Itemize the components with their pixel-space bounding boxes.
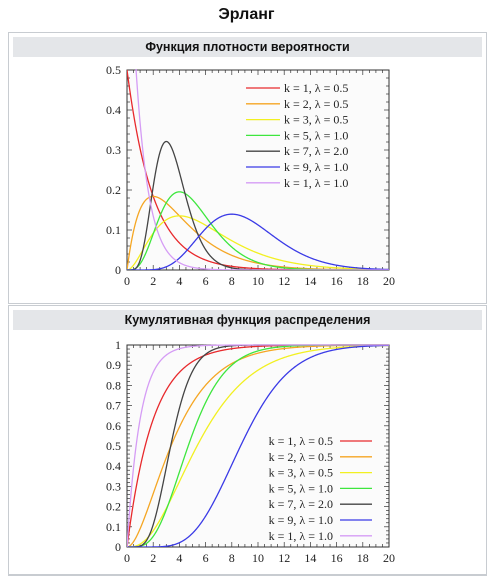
y-tick-label: 0.5	[106, 439, 121, 453]
series-line-5	[127, 344, 389, 547]
x-tick-label: 10	[252, 551, 264, 565]
legend-label-0: k = 1, λ = 0.5	[284, 81, 348, 95]
x-tick-label: 4	[176, 274, 182, 288]
x-tick-label: 8	[229, 274, 235, 288]
legend-label-6: k = 1, λ = 1.0	[284, 176, 348, 190]
x-tick-label: 0	[124, 551, 130, 565]
legend-label-2: k = 3, λ = 0.5	[284, 113, 348, 127]
x-tick-label: 10	[252, 274, 264, 288]
x-tick-label: 8	[229, 551, 235, 565]
legend-label-6: k = 1, λ = 1.0	[269, 529, 333, 543]
y-tick-label: 0.3	[106, 479, 121, 493]
legend-label-4: k = 7, λ = 2.0	[284, 144, 348, 158]
y-tick-label: 0	[115, 263, 121, 277]
legend-label-5: k = 9, λ = 1.0	[269, 513, 333, 527]
legend-label-4: k = 7, λ = 2.0	[269, 497, 333, 511]
x-tick-label: 18	[357, 551, 369, 565]
plot-area	[126, 344, 390, 548]
y-tick-label: 0.3	[106, 143, 121, 157]
y-tick-label: 0.8	[106, 378, 121, 392]
legend-label-1: k = 2, λ = 0.5	[284, 97, 348, 111]
y-tick-label: 0.1	[106, 520, 121, 534]
legend-label-5: k = 9, λ = 1.0	[284, 160, 348, 174]
y-tick-label: 0.2	[106, 183, 121, 197]
x-tick-label: 20	[383, 551, 395, 565]
series-line-6	[135, 69, 389, 270]
x-tick-label: 16	[331, 274, 343, 288]
series-line-2	[127, 215, 389, 270]
y-tick-label: 0.7	[106, 399, 121, 413]
divider	[8, 575, 487, 576]
x-tick-label: 14	[304, 551, 316, 565]
y-tick-label: 0.2	[106, 500, 121, 514]
y-tick-label: 0.4	[106, 459, 121, 473]
x-tick-label: 14	[304, 274, 316, 288]
y-tick-label: 0.1	[106, 223, 121, 237]
y-tick-label: 0.9	[106, 358, 121, 372]
y-tick-label: 0.4	[106, 103, 121, 117]
legend-label-3: k = 5, λ = 1.0	[269, 481, 333, 495]
y-tick-label: 0.6	[106, 419, 121, 433]
x-tick-label: 12	[278, 274, 290, 288]
page-title: Эрланг	[218, 6, 275, 23]
x-tick-label: 0	[124, 274, 130, 288]
cdf-chart-title: Кумулятивная функция распределения	[13, 310, 482, 330]
x-tick-label: 18	[357, 274, 369, 288]
x-tick-label: 2	[150, 274, 156, 288]
x-tick-label: 2	[150, 551, 156, 565]
x-tick-label: 16	[331, 551, 343, 565]
legend-label-0: k = 1, λ = 0.5	[269, 434, 333, 448]
y-tick-label: 0	[115, 540, 121, 554]
x-tick-label: 12	[278, 551, 290, 565]
x-tick-label: 6	[203, 274, 209, 288]
plot-area	[126, 69, 390, 271]
y-tick-label: 1	[115, 338, 121, 352]
x-tick-label: 20	[383, 274, 395, 288]
legend-label-3: k = 5, λ = 1.0	[284, 128, 348, 142]
pdf-chart-title: Функция плотности вероятности	[13, 37, 482, 57]
y-tick-label: 0.5	[106, 63, 121, 77]
legend-label-1: k = 2, λ = 0.5	[269, 450, 333, 464]
x-tick-label: 4	[176, 551, 182, 565]
series-line-5	[127, 213, 389, 270]
legend-label-2: k = 3, λ = 0.5	[269, 466, 333, 480]
series-line-6	[127, 344, 389, 547]
x-tick-label: 6	[203, 551, 209, 565]
